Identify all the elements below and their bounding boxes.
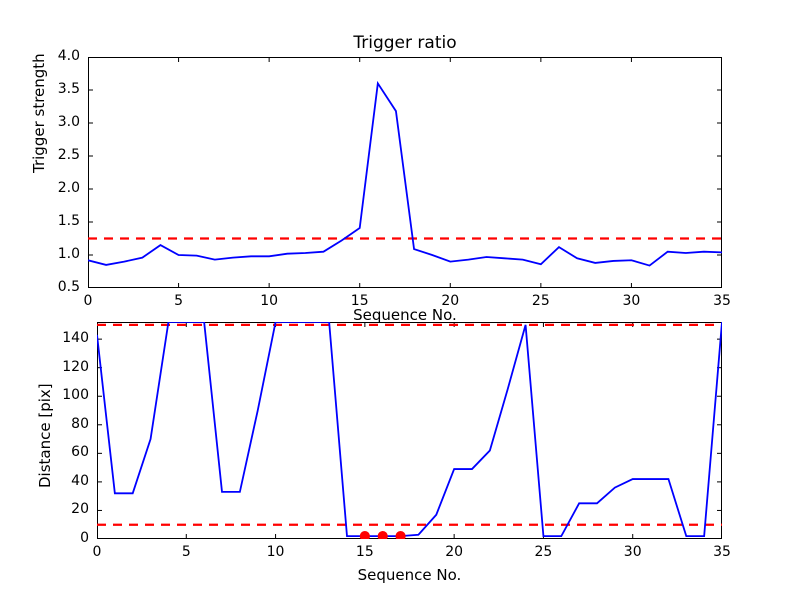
data-series-line	[88, 80, 722, 267]
y-tick-label: 4.0	[57, 48, 80, 64]
bottom-axes-frame	[97, 322, 722, 539]
x-tick-label: 5	[174, 293, 184, 309]
x-tick-label: 35	[713, 544, 731, 560]
x-tick-label: 35	[713, 293, 731, 309]
trigger-ratio-plot	[88, 57, 722, 288]
x-tick-label: 20	[445, 544, 464, 560]
x-tick-label: 25	[534, 544, 553, 560]
y-tick-label: 80	[71, 415, 89, 432]
distance-plot	[97, 322, 722, 539]
y-tick-label: 1.5	[57, 213, 80, 229]
x-tick-label: 10	[260, 293, 279, 309]
page-title: Trigger ratio	[353, 33, 457, 53]
top-plot-lines	[88, 57, 722, 288]
x-tick-label: 0	[83, 293, 93, 309]
y-tick-label: 100	[62, 387, 89, 404]
y-tick-label: 20	[71, 501, 89, 518]
x-tick-label: 15	[355, 544, 374, 560]
x-tick-label: 10	[266, 544, 285, 560]
x-tick-label: 5	[181, 544, 191, 560]
top-axes-frame	[88, 57, 722, 288]
bottom-plot-lines	[97, 322, 722, 539]
y-tick-label: 0	[80, 530, 89, 546]
y-tick-label: 140	[62, 330, 89, 347]
y-tick-label: 2.0	[57, 180, 80, 196]
y-tick-label: 0.5	[57, 279, 80, 295]
x-tick-label: 25	[531, 293, 550, 309]
data-series-line	[97, 322, 722, 538]
y-tick-label: 120	[62, 358, 89, 375]
detected-point-marker	[395, 531, 406, 539]
top-x-axis-label: Sequence No.	[353, 306, 457, 324]
y-tick-label: 3.0	[57, 114, 80, 130]
x-tick-label: 15	[350, 293, 369, 309]
detected-point-marker	[377, 531, 388, 539]
y-tick-label: 3.5	[57, 81, 80, 97]
x-tick-label: 30	[623, 544, 642, 560]
y-tick-label: 60	[71, 444, 89, 461]
detected-point-marker	[359, 531, 370, 539]
x-tick-label: 0	[92, 544, 102, 560]
x-tick-label: 20	[441, 293, 460, 309]
bottom-x-axis-label: Sequence No.	[357, 566, 462, 584]
y-tick-label: 1.0	[57, 246, 80, 262]
y-tick-label: 2.5	[57, 147, 80, 163]
x-tick-label: 30	[622, 293, 641, 309]
y-tick-label: 40	[71, 472, 89, 489]
